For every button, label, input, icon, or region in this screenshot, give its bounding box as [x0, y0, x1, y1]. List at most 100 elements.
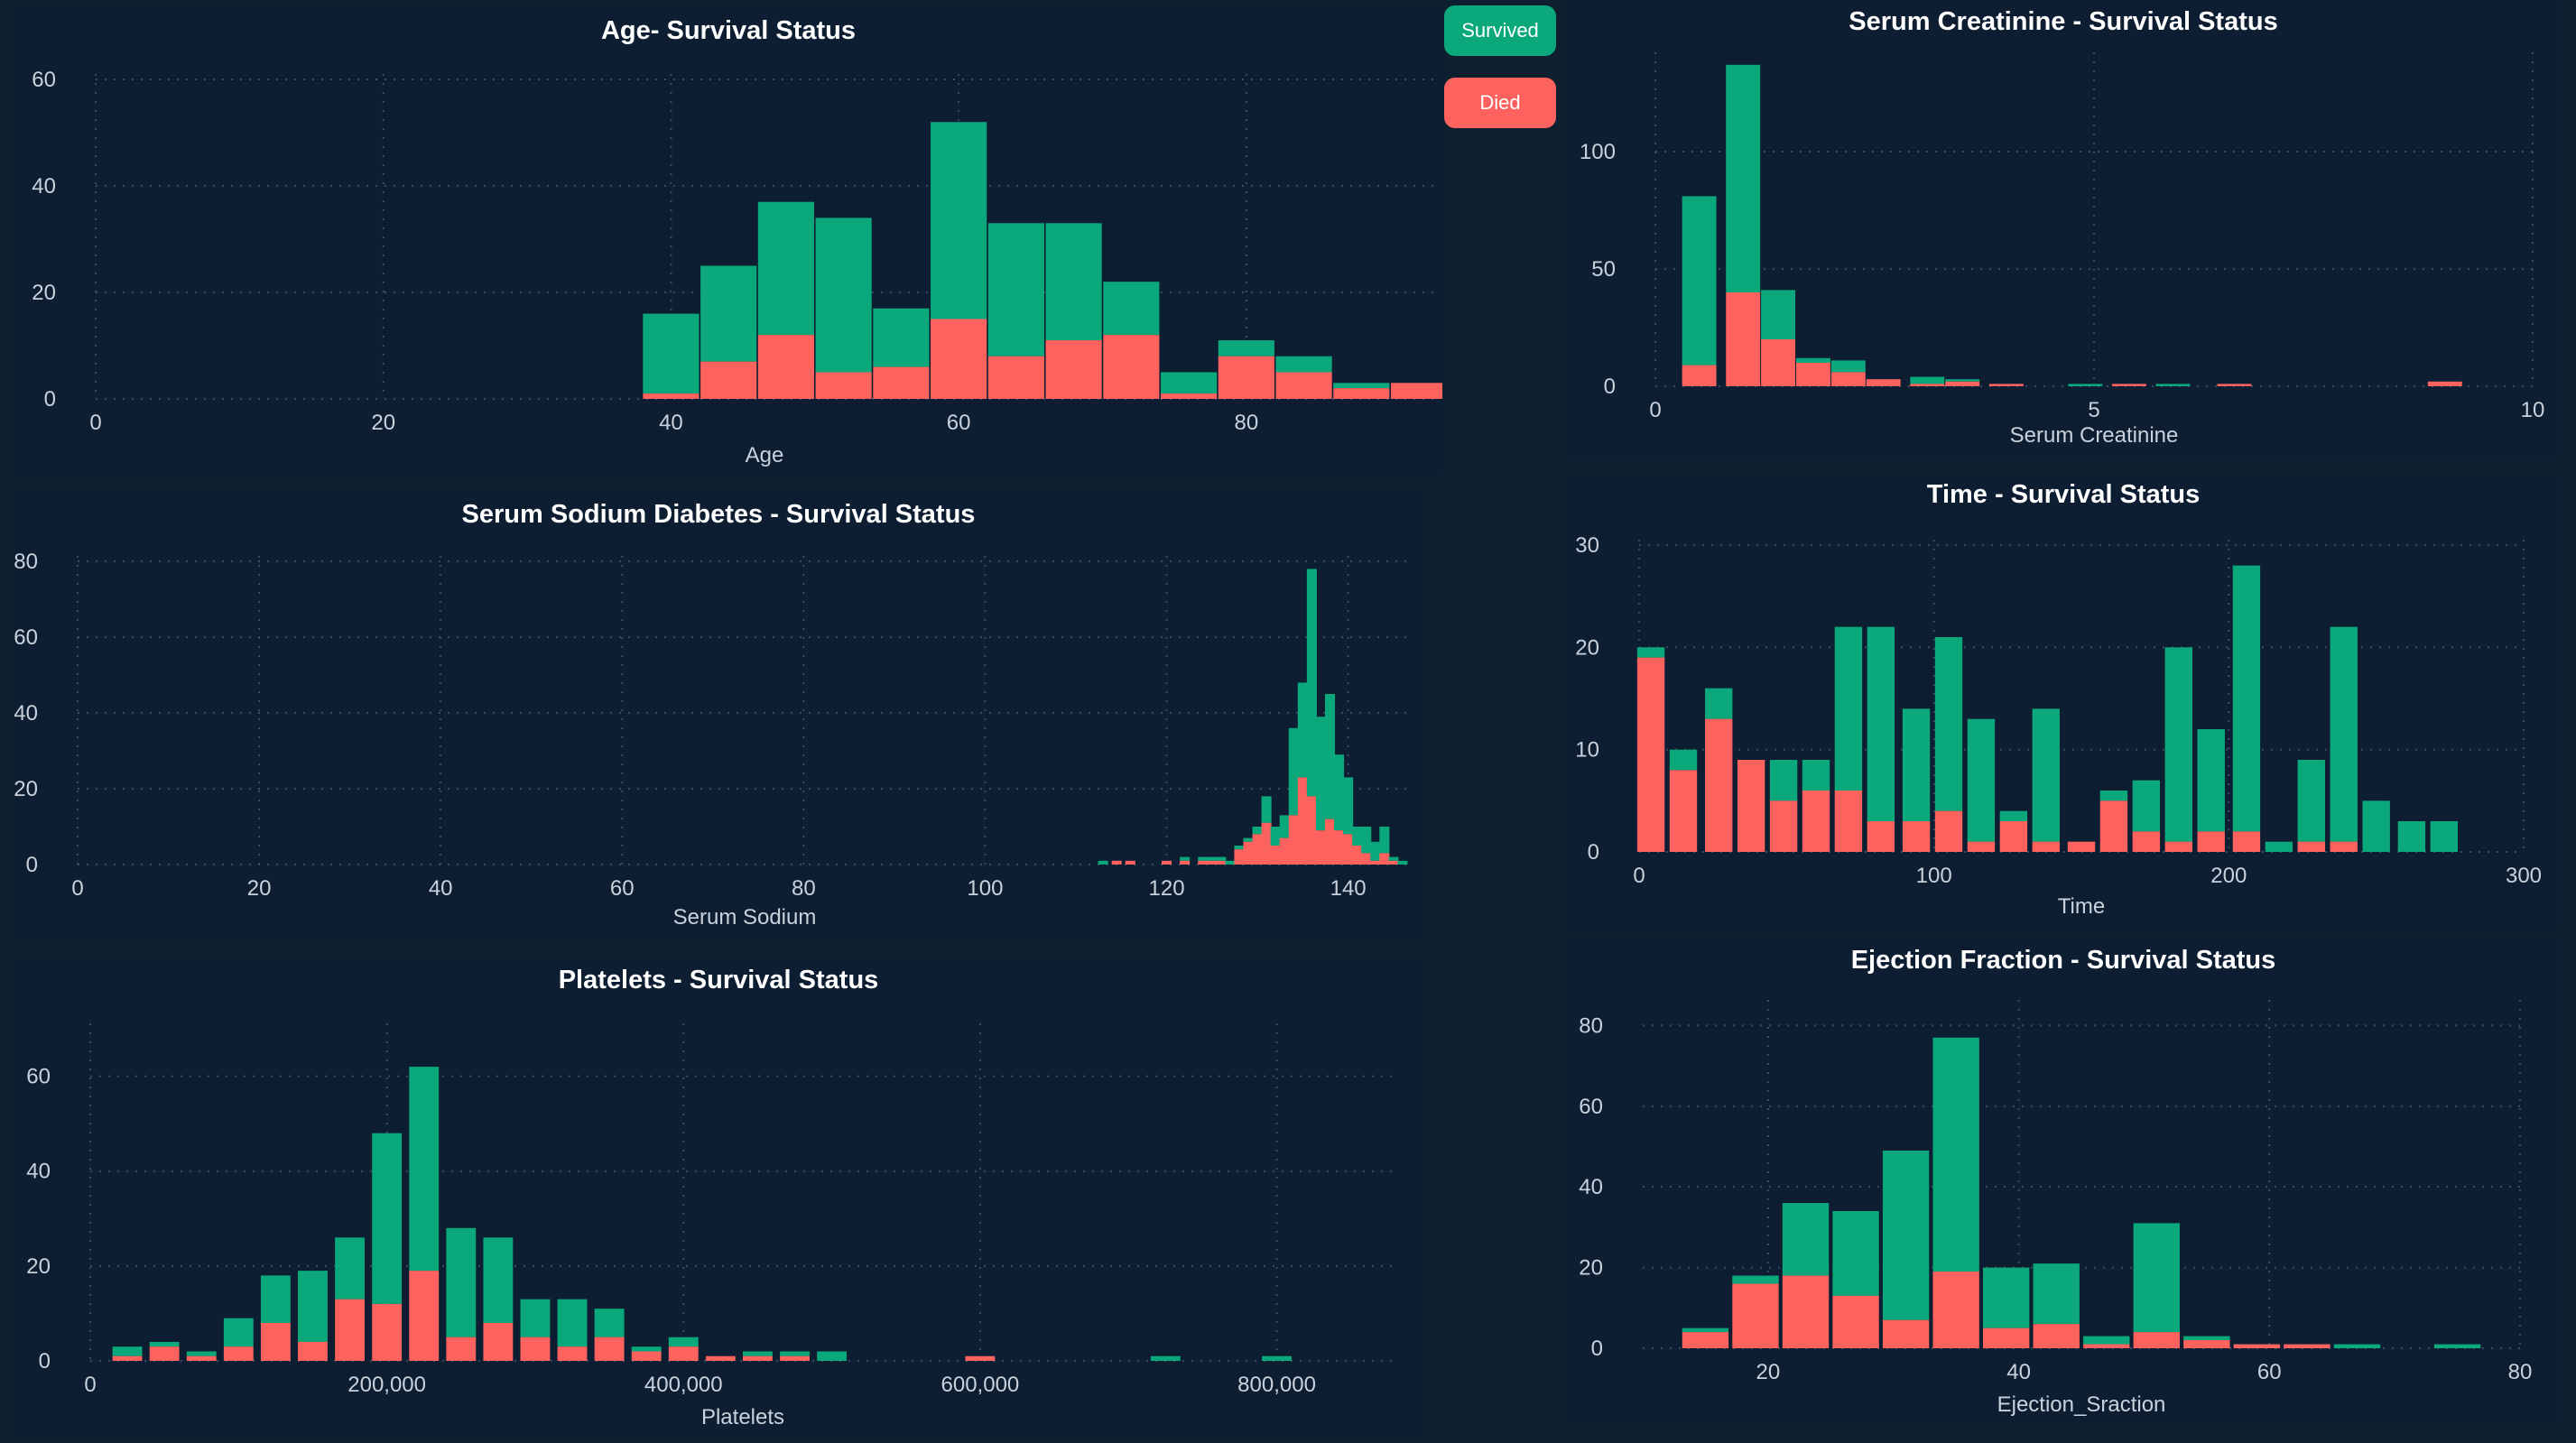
died-bar — [260, 1322, 291, 1361]
died-bar — [2111, 384, 2146, 386]
survived-bar — [2232, 565, 2261, 832]
survived-bar — [2133, 1223, 2181, 1333]
x-axis-label: Serum Creatinine — [2010, 423, 2179, 448]
died-bar — [1732, 1283, 1779, 1348]
died-bar — [1234, 849, 1245, 865]
x-tick-label: 0 — [89, 411, 101, 435]
died-bar — [2133, 1332, 2181, 1348]
survived-bar — [2362, 800, 2390, 852]
platelets-chart-panel: Platelets - Survival Status 0 20 40 60 0 200,… — [14, 960, 1422, 1438]
survived-bar — [1830, 360, 1866, 373]
survived-bar — [1832, 1211, 1879, 1296]
died-bar — [780, 1355, 810, 1361]
y-tick-label: 50 — [1591, 257, 1616, 282]
survived-bar — [2132, 780, 2161, 832]
died-bar — [2132, 831, 2161, 852]
died-bar — [1737, 760, 1765, 852]
survived-bar — [987, 223, 1044, 356]
died-bar — [1769, 800, 1798, 852]
died-bar — [2284, 1344, 2330, 1348]
died-bar — [1334, 830, 1345, 865]
time-chart-panel: Time - Survival Status 0 10 20 30 0 100 200 300… — [1567, 475, 2560, 930]
died-bar — [1243, 841, 1254, 865]
survived-bar — [1388, 856, 1399, 861]
survived-bar — [483, 1237, 514, 1323]
survived-bar — [298, 1271, 328, 1342]
died-bar — [1669, 770, 1698, 852]
survived-bar — [1207, 856, 1218, 861]
y-tick-label: 20 — [1579, 1256, 1603, 1281]
survived-bar — [2183, 1336, 2230, 1341]
y-tick-label: 60 — [1579, 1095, 1603, 1119]
died-bar — [298, 1341, 328, 1361]
survived-bar — [1370, 841, 1381, 861]
survived-bar — [1045, 223, 1102, 341]
died-bar — [557, 1346, 588, 1361]
x-axis-label: Serum Sodium — [673, 905, 817, 930]
survived-bar — [446, 1227, 477, 1337]
survived-legend-button[interactable]: Survived — [1444, 5, 1556, 56]
x-axis-label: Ejection_Sraction — [1997, 1392, 2166, 1417]
died-bar — [2032, 841, 2060, 852]
survived-bar — [743, 1351, 773, 1356]
survived-bar — [409, 1067, 440, 1272]
survived-bar — [594, 1309, 625, 1337]
died-bar — [2232, 831, 2261, 852]
died-bar — [1297, 777, 1308, 865]
survived-bar — [260, 1275, 291, 1323]
survived-bar — [1769, 760, 1798, 801]
survived-bar — [2297, 760, 2325, 842]
x-tick-label: 200,000 — [347, 1373, 426, 1397]
x-tick-label: 40 — [659, 411, 683, 435]
survived-bar — [1198, 856, 1209, 861]
y-tick-label: 0 — [1604, 375, 1616, 399]
died-bar — [1934, 810, 1963, 852]
survived-bar — [1379, 827, 1390, 854]
x-tick-label: 600,000 — [941, 1373, 1020, 1397]
survived-bar — [1802, 760, 1830, 791]
y-tick-label: 60 — [26, 1065, 51, 1089]
x-tick-label: 400,000 — [644, 1373, 723, 1397]
platelets-chart-title: Platelets - Survival Status — [558, 966, 879, 994]
died-bar — [1910, 384, 1945, 386]
died-bar — [483, 1322, 514, 1361]
x-tick-label: 140 — [1330, 876, 1367, 901]
died-bar — [1180, 860, 1191, 865]
died-bar — [1125, 860, 1135, 865]
y-tick-label: 20 — [32, 281, 56, 305]
x-tick-label: 300 — [2506, 864, 2542, 888]
survived-bar — [1361, 827, 1372, 854]
survived-bar — [631, 1346, 662, 1352]
died-bar — [931, 319, 987, 399]
died-bar — [1370, 860, 1381, 865]
died-bar — [1333, 388, 1390, 399]
survived-bar — [1297, 682, 1308, 778]
survived-bar — [1234, 846, 1245, 850]
survived-bar — [1682, 1327, 1729, 1333]
survived-bar — [1999, 810, 2028, 821]
died-bar — [705, 1355, 736, 1361]
y-tick-label: 40 — [26, 1160, 51, 1184]
survived-bar — [757, 201, 814, 336]
survived-bar — [1243, 837, 1254, 842]
died-legend-button[interactable]: Died — [1444, 78, 1556, 128]
died-bar — [1945, 381, 1980, 386]
died-bar — [1932, 1272, 1979, 1348]
died-bar — [1682, 365, 1717, 386]
x-tick-label: 0 — [84, 1373, 96, 1397]
died-bar — [1252, 834, 1263, 865]
died-bar — [2233, 1344, 2281, 1348]
x-tick-label: 0 — [1649, 398, 1661, 422]
died-bar — [149, 1346, 180, 1361]
survived-bar — [2099, 791, 2128, 801]
died-bar — [1162, 860, 1172, 865]
x-tick-label: 5 — [2088, 398, 2099, 422]
x-axis-label: Platelets — [701, 1405, 784, 1429]
x-tick-label: 10 — [2521, 398, 2545, 422]
survived-bar — [1225, 860, 1236, 865]
died-bar — [594, 1337, 625, 1361]
died-bar — [1352, 846, 1363, 865]
x-tick-label: 60 — [947, 411, 971, 435]
survived-bar — [1636, 647, 1665, 658]
died-bar — [1999, 821, 2028, 852]
